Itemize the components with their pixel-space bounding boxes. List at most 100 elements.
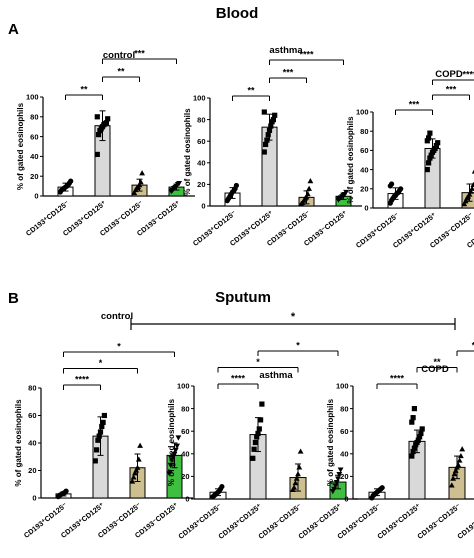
- y-axis-label: % of gated eosinophils: [14, 399, 23, 487]
- y-tick-label: 40: [28, 439, 36, 448]
- data-point: [68, 178, 74, 184]
- data-point: [335, 476, 341, 482]
- data-point: [292, 480, 299, 486]
- significance-label: ***: [409, 100, 420, 110]
- data-point: [462, 198, 469, 204]
- data-point: [293, 475, 300, 481]
- data-point: [336, 472, 343, 478]
- data-point: [258, 417, 264, 423]
- data-point: [307, 178, 314, 184]
- data-point: [398, 186, 404, 192]
- data-point: [261, 149, 267, 155]
- y-tick-label: 80: [197, 115, 205, 124]
- data-point: [265, 132, 271, 138]
- data-point: [459, 446, 466, 452]
- data-point: [103, 120, 109, 126]
- data-point: [63, 488, 69, 494]
- y-tick-label: 60: [360, 146, 368, 155]
- data-point: [418, 430, 424, 437]
- data-point: [129, 478, 136, 484]
- y-tick-label: 40: [181, 450, 189, 459]
- data-point: [409, 453, 415, 459]
- data-point: [174, 443, 180, 449]
- data-point: [427, 155, 433, 161]
- data-point: [467, 188, 474, 194]
- significance-label: **: [247, 86, 255, 96]
- data-point: [176, 181, 182, 187]
- data-point: [266, 127, 273, 133]
- chart-title: control: [103, 50, 135, 61]
- significance-label: ****: [231, 374, 246, 384]
- data-point: [94, 114, 100, 120]
- data-point: [450, 475, 456, 481]
- y-tick-label: 0: [185, 495, 189, 504]
- y-tick-label: 0: [201, 202, 205, 211]
- data-point: [424, 138, 430, 144]
- y-tick-label: 60: [181, 427, 189, 436]
- data-point: [92, 458, 98, 464]
- y-axis-label: % of gated eosinophils: [183, 108, 192, 196]
- chart-title: control: [101, 311, 133, 322]
- data-point: [419, 426, 425, 432]
- significance-label: *: [256, 357, 260, 367]
- data-point: [219, 483, 225, 490]
- data-point: [251, 446, 257, 452]
- y-tick-label: 100: [26, 93, 39, 102]
- data-point: [256, 426, 262, 432]
- significance-label: **: [80, 85, 88, 95]
- data-point: [466, 191, 473, 197]
- data-point: [172, 447, 179, 453]
- y-tick-label: 40: [360, 165, 368, 174]
- data-point: [270, 117, 276, 123]
- data-point: [255, 430, 261, 437]
- y-tick-label: 80: [30, 113, 38, 122]
- y-tick-label: 40: [30, 152, 38, 161]
- data-point: [105, 116, 111, 122]
- data-point: [134, 464, 141, 470]
- y-tick-label: 20: [340, 472, 348, 481]
- y-tick-label: 20: [360, 185, 368, 194]
- data-point: [410, 415, 416, 421]
- y-axis-label: % of gated eosinophils: [167, 398, 176, 486]
- data-point: [291, 484, 297, 490]
- data-point: [448, 482, 455, 488]
- panel-b-letter: B: [8, 290, 19, 307]
- data-point: [415, 437, 421, 443]
- y-tick-label: 40: [197, 159, 205, 168]
- significance-label: ***: [446, 85, 457, 95]
- data-point: [263, 141, 269, 148]
- chart-title: COPD: [421, 364, 449, 375]
- y-tick-label: 100: [356, 108, 369, 117]
- data-point: [296, 464, 303, 470]
- y-tick-label: 100: [193, 94, 206, 103]
- significance-label: **: [117, 67, 125, 77]
- panel-a-letter: A: [8, 21, 19, 38]
- data-point: [96, 433, 102, 439]
- data-point: [411, 445, 417, 451]
- y-tick-label: 0: [32, 494, 36, 503]
- significance-label: **: [433, 357, 441, 367]
- data-point: [131, 189, 138, 196]
- data-point: [343, 189, 349, 196]
- data-point: [139, 170, 145, 176]
- data-point: [96, 132, 102, 138]
- y-tick-label: 80: [360, 127, 368, 136]
- data-point: [135, 456, 142, 462]
- significance-label: ****: [462, 70, 474, 80]
- data-point: [306, 185, 312, 191]
- data-point: [297, 448, 304, 454]
- global-comparison-label: *: [291, 311, 296, 323]
- data-point: [424, 167, 430, 173]
- significance-label: *: [99, 358, 103, 368]
- data-point: [410, 448, 416, 455]
- y-tick-label: 0: [364, 204, 368, 213]
- data-point: [471, 169, 474, 174]
- data-point: [94, 151, 100, 158]
- data-point: [259, 401, 265, 407]
- data-point: [130, 474, 137, 480]
- y-tick-label: 20: [181, 472, 189, 481]
- chart-title: COPD: [435, 69, 463, 80]
